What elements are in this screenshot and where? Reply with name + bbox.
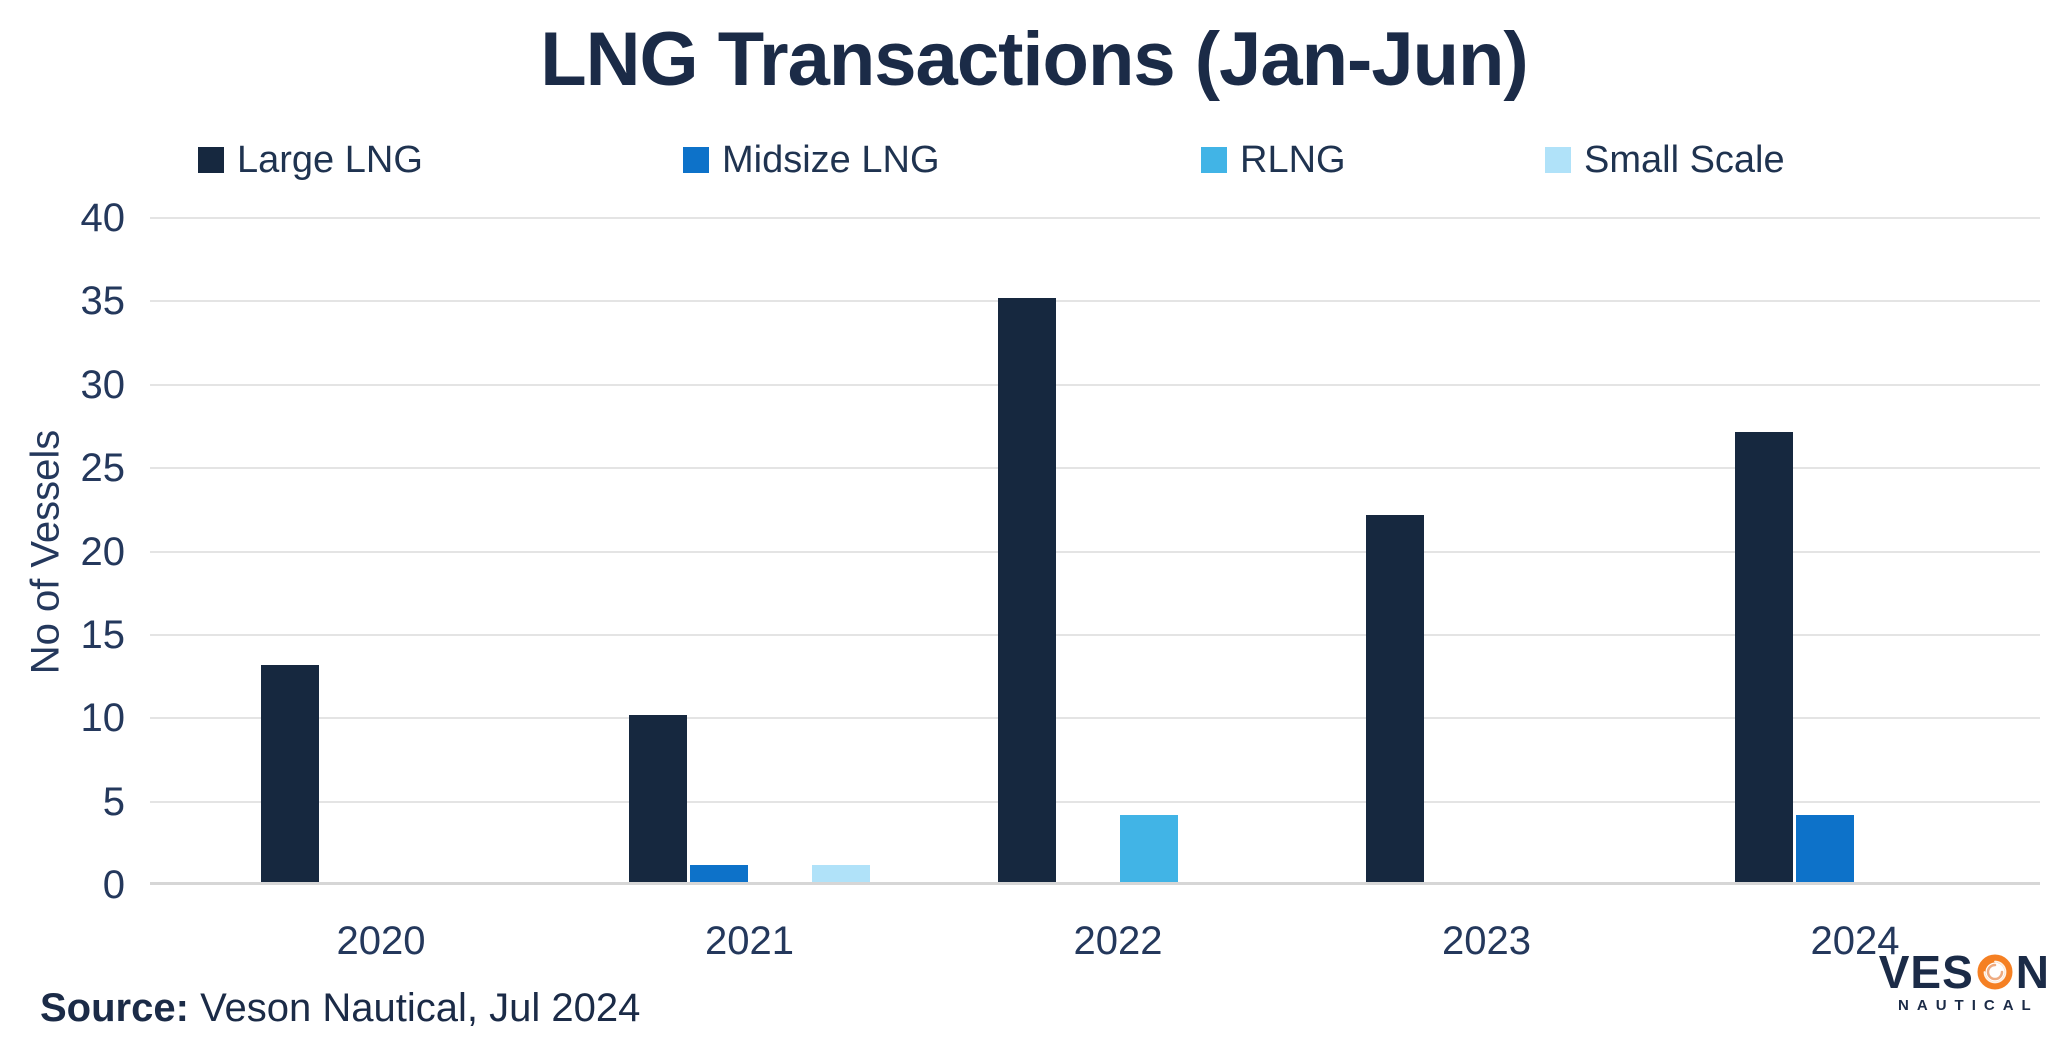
legend-swatch-icon bbox=[683, 147, 709, 173]
veson-logo-subtext: NAUTICAL bbox=[1898, 997, 2039, 1014]
x-axis-label-2021: 2021 bbox=[705, 919, 794, 963]
gridline-25 bbox=[150, 467, 2040, 470]
y-axis-tick-0: 0 bbox=[102, 863, 125, 907]
gridline-5 bbox=[150, 800, 2040, 803]
plot-area bbox=[150, 217, 2040, 885]
legend-item-rlng: RLNG bbox=[1201, 136, 1346, 184]
legend-label: RLNG bbox=[1240, 138, 1346, 181]
y-axis-tick-5: 5 bbox=[102, 779, 125, 824]
x-axis-label-2024: 2024 bbox=[1810, 919, 1900, 963]
y-axis-tick-20: 20 bbox=[80, 529, 126, 574]
gridline-30 bbox=[150, 383, 2040, 386]
legend-swatch-icon bbox=[1545, 147, 1571, 173]
bar-large-lng-2024 bbox=[1734, 431, 1793, 882]
gridline-40 bbox=[150, 217, 2040, 219]
legend-item-large-lng: Large LNG bbox=[198, 136, 423, 184]
bar-large-lng-2020 bbox=[260, 665, 319, 882]
gridline-35 bbox=[150, 300, 2040, 303]
x-axis-label-2020: 2020 bbox=[336, 919, 426, 963]
gridline-10 bbox=[150, 717, 2040, 720]
x-axis-label-2023: 2023 bbox=[1442, 919, 1531, 963]
y-axis-tick-35: 35 bbox=[80, 279, 126, 324]
bar-small-scale-2021 bbox=[812, 865, 870, 882]
y-axis-tick-10: 10 bbox=[80, 696, 126, 741]
y-axis-tick-25: 25 bbox=[80, 446, 126, 491]
legend-swatch-icon bbox=[1201, 147, 1227, 173]
legend-swatch-icon bbox=[198, 147, 224, 173]
bar-rlng-2022 bbox=[1119, 815, 1178, 882]
gridline-15 bbox=[150, 633, 2040, 636]
source-label: Source: bbox=[40, 986, 189, 1030]
legend-label: Midsize LNG bbox=[722, 138, 940, 181]
source-text: Veson Nautical, Jul 2024 bbox=[200, 986, 641, 1030]
bar-midsize-lng-2021 bbox=[690, 865, 748, 882]
legend-label: Small Scale bbox=[1584, 138, 1785, 181]
legend-item-midsize-lng: Midsize LNG bbox=[683, 136, 940, 184]
gridline-20 bbox=[150, 550, 2040, 553]
x-axis-label-2022: 2022 bbox=[1073, 919, 1163, 963]
legend-label: Large LNG bbox=[237, 138, 423, 181]
veson-logo-o-swirl-icon bbox=[1977, 954, 2013, 990]
y-axis-tick-30: 30 bbox=[80, 362, 126, 407]
veson-logo-text-pre: VES bbox=[1878, 946, 1974, 998]
veson-logo-text-post: N bbox=[2015, 946, 2050, 998]
veson-logo: VES N NAUTICAL bbox=[1878, 946, 2050, 1014]
source-note: Source: Veson Nautical, Jul 2024 bbox=[40, 986, 640, 1031]
bar-large-lng-2021 bbox=[629, 715, 687, 882]
legend-item-small-scale: Small Scale bbox=[1545, 136, 1785, 184]
bar-large-lng-2023 bbox=[1366, 515, 1424, 882]
y-axis-tick-40: 40 bbox=[80, 196, 126, 240]
y-axis-tick-15: 15 bbox=[80, 612, 126, 657]
chart-title: LNG Transactions (Jan-Jun) bbox=[540, 17, 1529, 102]
bar-large-lng-2022 bbox=[997, 298, 1056, 882]
bar-midsize-lng-2024 bbox=[1795, 815, 1854, 882]
veson-logo-word: VES N bbox=[1878, 946, 2050, 998]
